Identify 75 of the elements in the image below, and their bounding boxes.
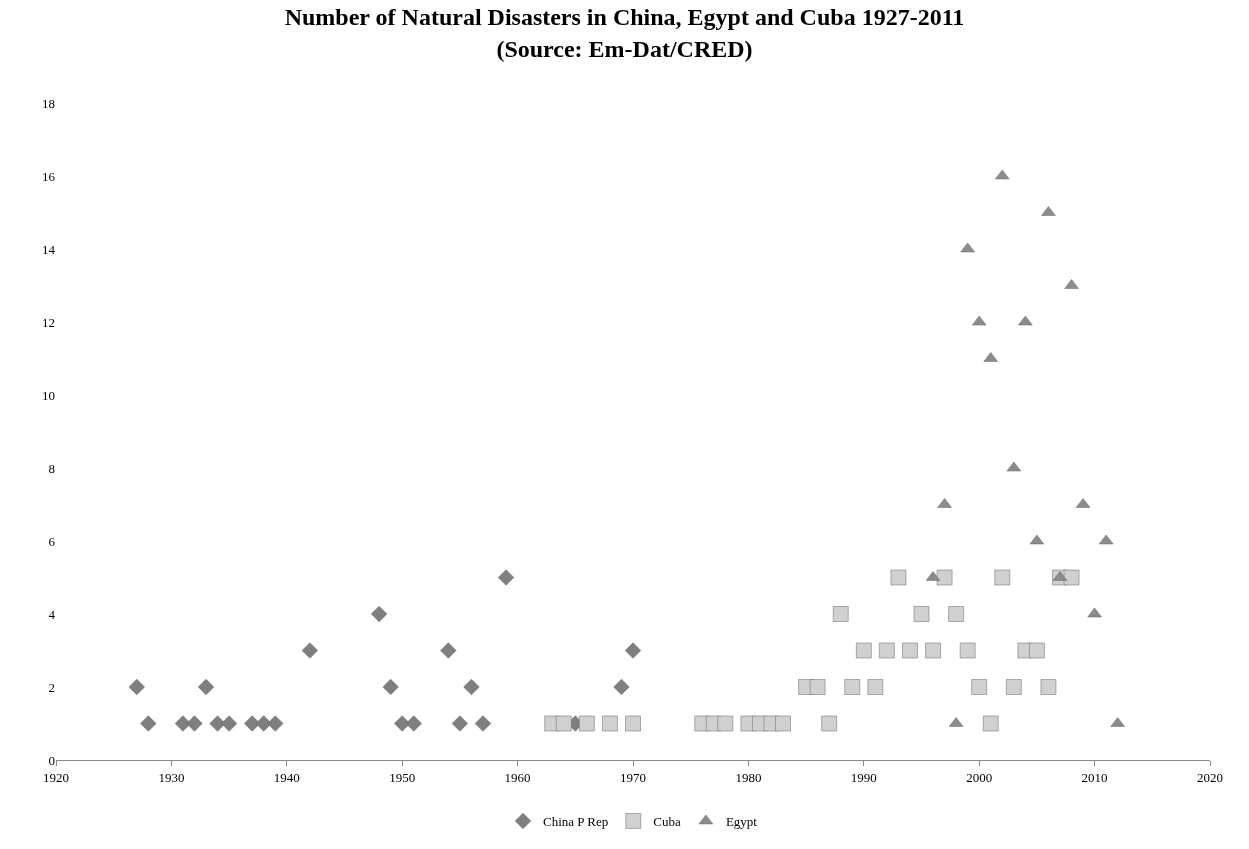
- point: [809, 679, 826, 695]
- point: [994, 569, 1011, 586]
- point: [948, 606, 964, 622]
- point: [498, 569, 515, 586]
- point: [602, 715, 618, 732]
- y-tick-label: 16: [42, 168, 56, 184]
- point: [625, 715, 641, 732]
- point: [867, 679, 884, 695]
- y-tick-label: 14: [42, 241, 56, 257]
- point: [440, 642, 457, 659]
- point: [856, 642, 872, 659]
- x-tick-label: 1920: [43, 769, 69, 785]
- y-tick-label: 0: [48, 752, 55, 768]
- point: [879, 642, 895, 659]
- point: [371, 605, 388, 623]
- point: [995, 169, 1010, 180]
- point: [925, 642, 941, 659]
- point: [1018, 315, 1033, 326]
- chart-title: Number of Natural Disasters in China, Egypt and Cuba 1927-2011 (Source: Em-Dat/CRED): [284, 4, 965, 62]
- point: [1006, 679, 1022, 695]
- point: [936, 569, 953, 586]
- point: [624, 642, 642, 659]
- point: [474, 715, 492, 732]
- point: [972, 315, 987, 326]
- y-tick-label: 12: [42, 314, 55, 330]
- x-tick-label: 1950: [389, 769, 416, 785]
- point: [902, 642, 918, 659]
- point: [982, 715, 999, 732]
- point: [913, 606, 930, 622]
- x-tick-label: 2000: [966, 769, 993, 785]
- point: [613, 678, 630, 696]
- point: [971, 679, 987, 695]
- x-tick-label: 2020: [1197, 769, 1223, 785]
- point: [960, 242, 975, 253]
- point: [301, 642, 318, 659]
- point: [128, 678, 145, 696]
- x-tick-label: 1940: [273, 769, 300, 785]
- point: [556, 715, 572, 732]
- y-tick-label: 6: [48, 533, 56, 549]
- point: [717, 715, 734, 732]
- y-tick-label: 18: [42, 95, 55, 111]
- point: [1029, 642, 1045, 659]
- legend-label: Egypt: [725, 814, 758, 830]
- point: [463, 678, 480, 696]
- point: [405, 715, 422, 732]
- point: [186, 715, 203, 732]
- y-tick-label: 2: [48, 679, 55, 695]
- x-tick-label: 1990: [850, 769, 877, 785]
- point: [844, 679, 861, 695]
- y-tick-label: 4: [48, 606, 56, 622]
- point: [382, 678, 399, 696]
- y-tick-label: 10: [42, 387, 55, 403]
- point: [451, 715, 468, 732]
- point: [1087, 607, 1102, 618]
- y-tick-label: 8: [48, 460, 55, 476]
- x-tick-label: 1980: [735, 769, 762, 785]
- point: [1006, 461, 1021, 472]
- point: [821, 715, 837, 732]
- point: [775, 715, 791, 732]
- point: [267, 715, 284, 732]
- point: [1040, 679, 1057, 695]
- x-tick-label: 1960: [504, 769, 531, 785]
- point: [221, 715, 238, 732]
- point: [832, 606, 849, 622]
- legend-label: Cuba: [653, 814, 681, 830]
- x-tick-label: 1970: [620, 769, 646, 785]
- point: [1063, 569, 1080, 586]
- legend-label: China P Rep: [543, 814, 609, 830]
- x-tick-label: 1930: [158, 769, 185, 785]
- point: [579, 715, 595, 732]
- point: [197, 678, 215, 696]
- point: [140, 715, 157, 732]
- point: [959, 642, 976, 659]
- x-tick-label: 2010: [1081, 769, 1108, 785]
- point: [890, 569, 907, 586]
